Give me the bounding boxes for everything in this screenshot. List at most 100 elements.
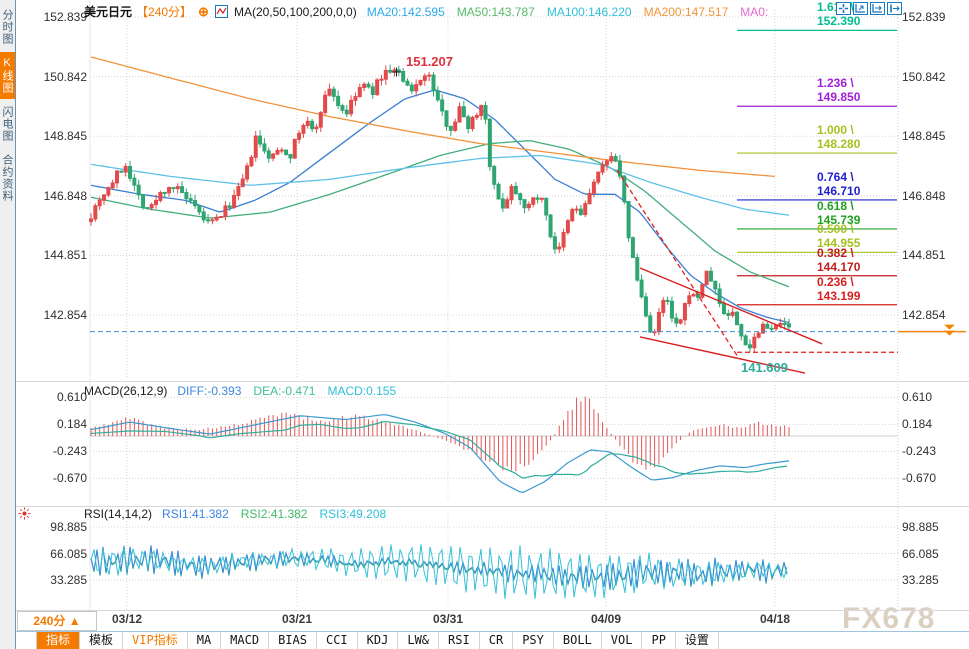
price-panel-header: 美元日元 【240分】 ⊕ MA(20,50,100,200,0,0) MA20… — [84, 3, 768, 20]
rsi-axis-label: 98.885 — [50, 520, 87, 534]
rsi-value: RSI3:49.208 — [319, 507, 387, 521]
toolbar-item-设置[interactable]: 设置 — [676, 632, 719, 649]
toolbar-lead-cell — [16, 632, 37, 649]
toolbar-item-PP[interactable]: PP — [642, 632, 676, 649]
ma-values: MA20:142.595 MA50:143.787 MA100:146.220 MA2… — [367, 5, 769, 19]
rsi-value: RSI1:41.382 — [162, 507, 229, 521]
price-annotation: 141.609 — [741, 360, 788, 375]
toolbar-item-CCI[interactable]: CCI — [317, 632, 358, 649]
candlesticks — [89, 64, 791, 353]
trend-dashed-line — [616, 169, 739, 358]
rsi-axis-label: 66.085 — [902, 546, 939, 561]
toolbar-item-PSY[interactable]: PSY — [513, 632, 554, 649]
macd-axis-label: -0.243 — [52, 444, 87, 459]
indicator-toolbar: 指标 模板 VIP指标 MA MACD BIAS CCI KDJ LW& RSI CR PSY BOLL… — [16, 631, 969, 649]
price-annotation: 151.207 — [406, 54, 453, 69]
toolbar-item-MA[interactable]: MA — [188, 632, 222, 649]
toolbar-item-LW&[interactable]: LW& — [398, 632, 440, 649]
rsi3-line — [90, 544, 788, 599]
macd-value: DIFF:-0.393 — [177, 384, 242, 398]
toolbar-item-VOL[interactable]: VOL — [602, 632, 643, 649]
macd-value: DEA:-0.471 — [253, 384, 316, 398]
fib-level-label: 0.764 \ 146.710 — [817, 169, 861, 198]
macd-value: MACD:0.155 — [327, 384, 397, 398]
ma-value: MA0: — [740, 4, 769, 19]
toolbar-item-BOLL[interactable]: BOLL — [554, 632, 602, 649]
ma-value: MA20:142.595 — [366, 4, 445, 19]
macd-panel-header: MACD(26,12,9) DIFF:-0.393 DEA:-0.471 MACD:… — [84, 384, 396, 398]
toolbar-item-RSI[interactable]: RSI — [439, 632, 480, 649]
toolbar-item-指标[interactable]: 指标 — [37, 632, 81, 649]
toolbar-item-KDJ[interactable]: KDJ — [358, 632, 399, 649]
price-axis-label: 146.848 — [43, 188, 87, 203]
macd-histogram — [90, 396, 790, 472]
macd-values: DIFF:-0.393 DEA:-0.471 MACD:0.155 — [177, 384, 396, 398]
macd-diff-line — [90, 414, 790, 494]
macd-axis-label: 0.610 — [902, 390, 933, 405]
rsi-formula: RSI(14,14,2) — [84, 507, 153, 521]
price-axis-label: 150.842 — [902, 69, 946, 84]
toolbar-item-CR[interactable]: CR — [480, 632, 514, 649]
fib-level-label: 0.618 \ 145.739 — [817, 198, 861, 227]
macd-dea-line — [90, 421, 788, 479]
toolbar-item-MACD[interactable]: MACD — [221, 632, 270, 649]
xaxis-date-label: 04/18 — [759, 612, 791, 626]
chevron-up-icon: ▲ — [68, 614, 81, 628]
price-axis-label: 152.839 — [43, 10, 87, 24]
macd-axis-label: 0.184 — [902, 417, 933, 432]
detach-icon[interactable] — [887, 2, 902, 15]
trend-channel-line — [639, 336, 806, 374]
macd-axis-label: -0.670 — [902, 471, 937, 486]
rsi-axis-label: 33.285 — [50, 573, 87, 587]
sidebar-tab-4[interactable]: 合约资料 — [1, 154, 13, 202]
period-button[interactable]: 240分 ▲ — [17, 611, 97, 631]
price-axis-label: 144.851 — [902, 248, 946, 263]
fib-level-label: 0.500 \ 144.955 — [817, 222, 861, 251]
rsi-values: RSI1:41.382 RSI2:41.382 RSI3:49.208 — [162, 507, 386, 521]
sidebar-tab-2[interactable]: K线图 — [0, 52, 15, 99]
price-marker-icon — [944, 324, 955, 336]
move-icon[interactable] — [836, 2, 851, 15]
watermark: FX678 — [842, 602, 936, 635]
fib-level-label: 0.236 \ 143.199 — [817, 274, 861, 303]
fib-level-label: 0.382 \ 144.170 — [817, 245, 861, 274]
ma-value: MA100:146.220 — [546, 4, 632, 19]
ma-line-MA50 — [90, 140, 790, 288]
toolbar-item-VIP指标[interactable]: VIP指标 — [123, 632, 188, 649]
axis-zoom-icon[interactable] — [853, 2, 868, 15]
xaxis-date-label: 03/31 — [432, 612, 464, 626]
sidebar: 分时图 K线图闪电图合约资料 — [0, 0, 16, 649]
rsi-axis-label: 33.285 — [902, 573, 939, 587]
price-axis-label: 144.851 — [43, 248, 87, 263]
panel-divider — [16, 506, 969, 507]
rsi-axis-label: 66.085 — [50, 546, 87, 561]
ma-value: MA50:143.787 — [456, 4, 535, 19]
price-axis-label: 150.842 — [43, 69, 87, 84]
chart-tools — [836, 2, 902, 15]
fib-level-label: 1.000 \ 148.280 — [817, 123, 861, 152]
line-chart-icon — [214, 5, 228, 18]
macd-formula: MACD(26,12,9) — [84, 384, 168, 398]
circle-plus-icon[interactable]: ⊕ — [198, 3, 209, 19]
ma-line-MA20 — [90, 89, 790, 324]
panel-divider — [16, 610, 969, 611]
toolbar-item-BIAS[interactable]: BIAS — [269, 632, 317, 649]
rsi-axis-label: 98.885 — [902, 520, 939, 534]
fib-level-label: 1.236 \ 149.850 — [817, 76, 861, 105]
xaxis-date-label: 03/21 — [281, 612, 313, 626]
rsi-value: RSI2:41.382 — [240, 507, 308, 521]
price-axis-label: 148.845 — [902, 129, 946, 144]
price-axis-label: 146.848 — [902, 188, 946, 203]
axis-pan-icon[interactable] — [870, 2, 885, 15]
macd-axis-label: -0.670 — [52, 471, 87, 486]
toolbar-item-模板[interactable]: 模板 — [80, 632, 124, 649]
ma-value: MA200:147.517 — [643, 4, 729, 19]
sidebar-tab-1[interactable]: 分时图 — [1, 9, 13, 45]
period-button-label: 240分 — [33, 614, 66, 628]
ma-formula: MA(20,50,100,200,0,0) — [233, 4, 357, 19]
sidebar-tab-3[interactable]: 闪电图 — [1, 106, 13, 142]
trend-channel-line — [639, 267, 823, 345]
alarm-icon[interactable] — [18, 507, 31, 520]
